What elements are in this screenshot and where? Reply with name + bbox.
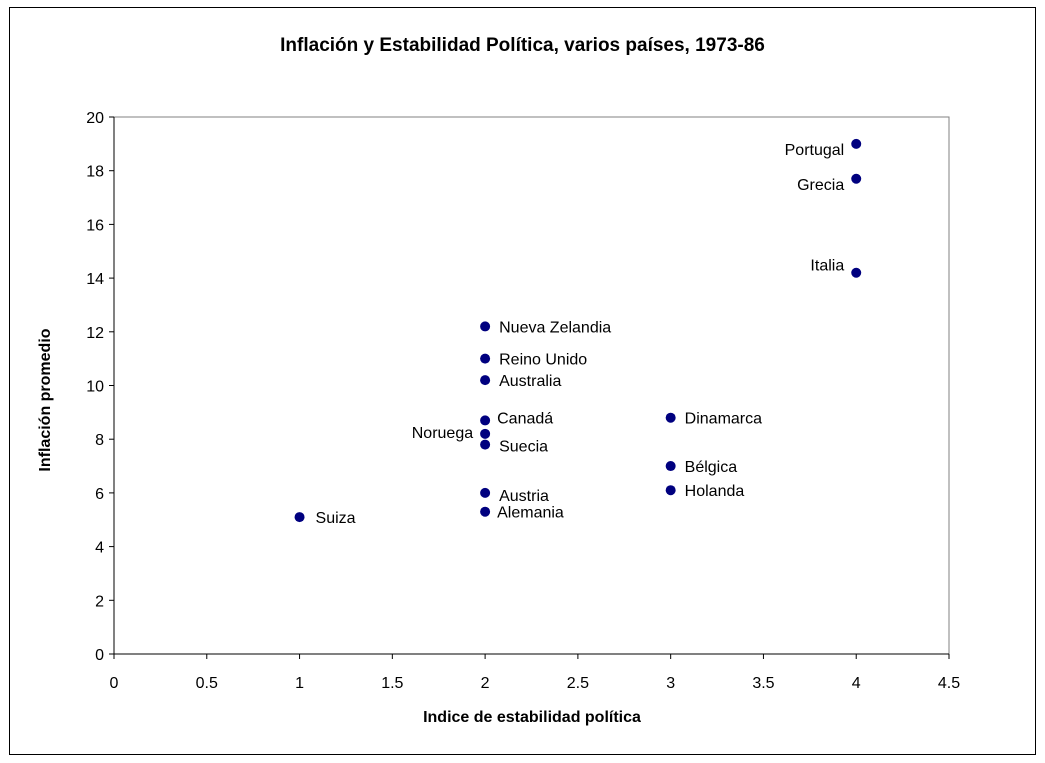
point-label: Bélgica (685, 459, 738, 476)
data-point (480, 321, 491, 332)
y-tick-label: 14 (86, 271, 104, 288)
point-label: Grecia (797, 177, 844, 194)
data-point (851, 267, 862, 278)
y-tick-label: 16 (86, 217, 104, 234)
x-tick-label: 4 (852, 675, 861, 692)
y-tick-label: 18 (86, 164, 104, 181)
x-tick-label: 0 (110, 675, 119, 692)
data-point (665, 461, 676, 472)
x-tick-label: 3 (666, 675, 675, 692)
point-label: Holanda (685, 483, 745, 500)
data-point (480, 428, 491, 439)
data-point (480, 439, 491, 450)
point-label: Noruega (412, 425, 473, 442)
point-label: Dinamarca (685, 411, 762, 428)
y-tick-label: 20 (86, 110, 104, 127)
point-label: Suecia (499, 439, 548, 456)
x-tick-label: 0.5 (196, 675, 218, 692)
data-point (665, 412, 676, 423)
x-tick-label: 4.5 (938, 675, 960, 692)
data-point (480, 375, 491, 386)
point-label: Australia (499, 373, 561, 390)
point-label: Alemania (497, 505, 564, 522)
x-tick-label: 1.5 (381, 675, 403, 692)
data-point (480, 415, 491, 426)
data-point (294, 512, 305, 523)
y-tick-label: 6 (95, 486, 104, 503)
y-tick-label: 10 (86, 379, 104, 396)
data-point (480, 353, 491, 364)
y-tick-label: 0 (95, 647, 104, 664)
point-label: Nueva Zelandia (499, 319, 611, 336)
x-tick-label: 1 (295, 675, 304, 692)
point-label: Canadá (497, 410, 553, 427)
point-label: Portugal (785, 142, 845, 159)
data-point (851, 138, 862, 149)
point-label: Austria (499, 488, 549, 505)
y-tick-label: 12 (86, 325, 104, 342)
data-points: Portugal Grecia Italia Nueva Zelandia Reino … (294, 138, 862, 527)
y-tick-label: 4 (95, 540, 104, 557)
point-label: Italia (810, 258, 844, 275)
chart-title: Inflación y Estabilidad Política, varios… (280, 35, 765, 56)
data-point (480, 487, 491, 498)
data-point (665, 485, 676, 496)
point-label: Reino Unido (499, 352, 587, 369)
data-point (480, 506, 491, 517)
x-tick-label: 3.5 (752, 675, 774, 692)
x-tick-label: 2 (481, 675, 490, 692)
x-tick-label: 2.5 (567, 675, 589, 692)
data-point (851, 173, 862, 184)
point-label: Suiza (316, 510, 356, 527)
x-axis-label: Indice de estabilidad política (423, 709, 641, 726)
axes: 0 2 4 6 8 10 12 14 16 18 20 0 0.5 1 1.5 2 2.5 3 3.5 4 4.5 (86, 110, 960, 692)
y-tick-label: 8 (95, 432, 104, 449)
plot-area (113, 116, 950, 655)
y-tick-label: 2 (95, 593, 104, 610)
